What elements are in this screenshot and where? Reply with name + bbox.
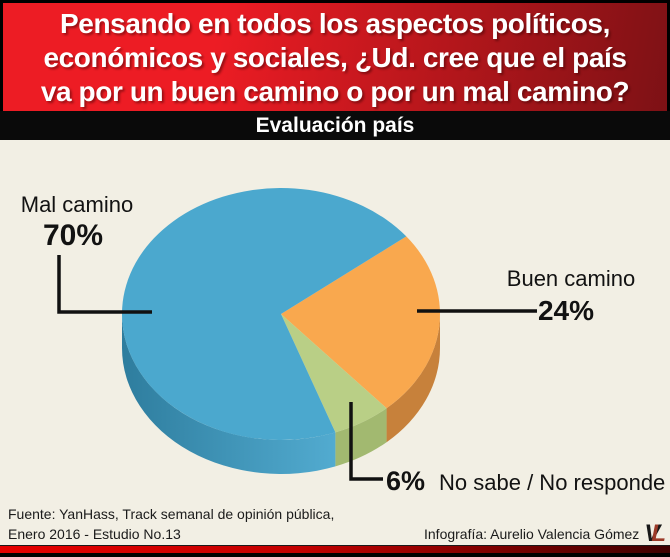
credit: Infografía: Aurelio Valencia Gómez VL (424, 522, 666, 546)
vl-logo-v: V (644, 520, 660, 547)
section-title-bar: Evaluación país (0, 111, 670, 140)
pie-side-slice-1 (386, 314, 440, 443)
credit-text: Infografía: Aurelio Valencia Gómez (424, 526, 640, 542)
no-sabe-label: No sabe / No responde (439, 470, 666, 495)
no-sabe-label-row: 6% No sabe / No responde (386, 466, 665, 497)
pie-chart-area: Mal camino 70% Buen camino 24% 6% No sab… (0, 140, 670, 501)
no-sabe-leader-line (349, 402, 383, 481)
pie-side-slice-0 (122, 314, 336, 474)
pie-chart-3d (57, 188, 537, 481)
mal-camino-percent: 70% (42, 219, 104, 252)
no-sabe-percent: 6% (386, 466, 426, 496)
footer: Fuente: YanHass, Track semanal de opinió… (0, 501, 670, 546)
buen-camino-percent: 24% (537, 295, 595, 326)
question-header: Pensando en todos los aspectos políticos… (0, 0, 670, 111)
source-line-1: Fuente: YanHass, Track semanal de opinió… (8, 506, 335, 522)
question-line-2: económicos y sociales, ¿Ud. cree que el … (43, 42, 627, 73)
mal-camino-label: Mal camino (20, 192, 134, 217)
pie-slice-0 (121, 188, 407, 441)
question-line-1: Pensando en todos los aspectos políticos… (60, 8, 610, 39)
source-line-2: Enero 2016 - Estudio No.13 (8, 526, 181, 542)
source-text: Fuente: YanHass, Track semanal de opinió… (8, 504, 334, 544)
vl-logo-l: L (651, 520, 666, 547)
buen-camino-label: Buen camino (506, 266, 636, 291)
mal-camino-leader-line (57, 255, 152, 314)
bottom-black-bar (0, 553, 670, 557)
pie-slice-2 (281, 314, 387, 433)
question-line-3: va por un buen camino o por un mal camin… (40, 76, 630, 107)
section-title: Evaluación país (255, 114, 415, 137)
pie-side-slice-2 (335, 408, 387, 467)
bottom-red-bar (0, 545, 670, 553)
vl-logo: VL (644, 522, 666, 546)
pie-slice-1 (281, 236, 440, 409)
